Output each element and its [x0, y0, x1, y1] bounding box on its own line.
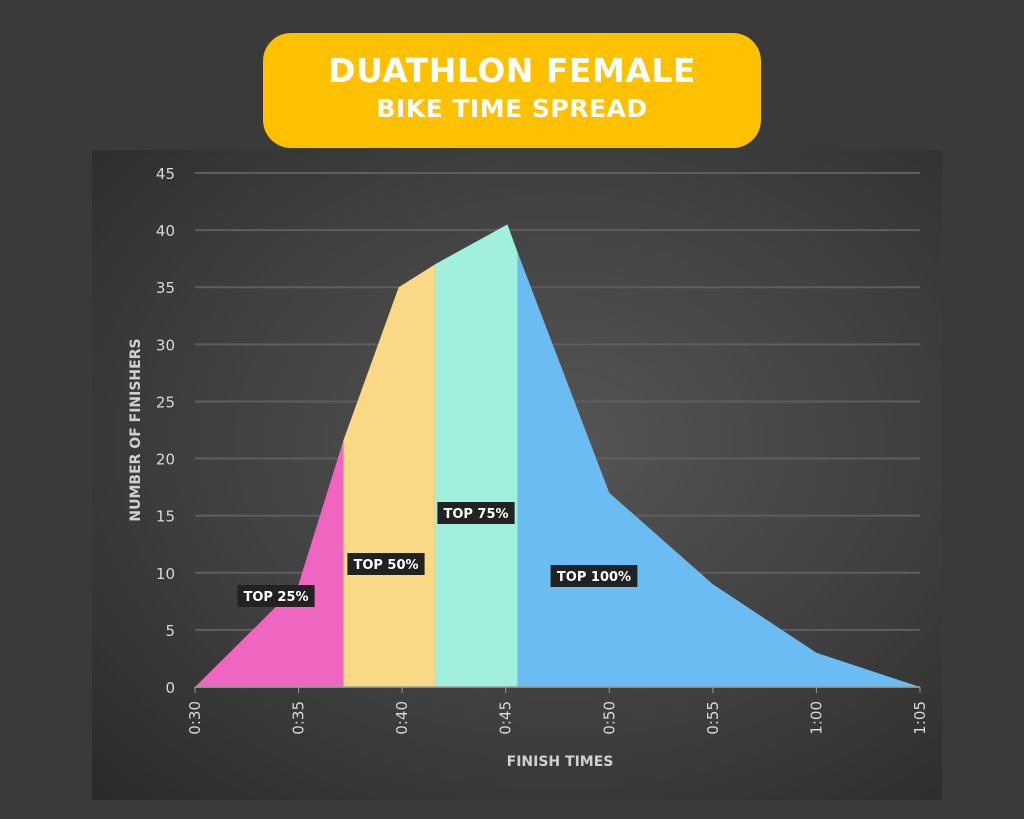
segment-label: TOP 100% [557, 570, 631, 585]
x-tick-label: 0:30 [186, 701, 204, 735]
area-segment [343, 264, 435, 687]
x-tick-label: 1:00 [807, 701, 825, 735]
segment-label-bg [550, 565, 638, 587]
area-segment [517, 252, 920, 687]
x-tick-label: 1:05 [911, 701, 929, 735]
segment-label-bg [437, 502, 515, 524]
chart-subtitle: BIKE TIME SPREAD [376, 94, 648, 123]
y-tick-label: 35 [156, 279, 175, 297]
x-tick-label: 0:35 [290, 701, 308, 735]
x-tick-label: 0:40 [393, 701, 411, 735]
x-tick-label: 0:55 [704, 701, 722, 735]
y-axis-title: NUMBER OF FINISHERS [128, 338, 144, 521]
y-tick-label: 20 [156, 451, 175, 469]
y-tick-label: 0 [165, 679, 175, 697]
y-tick-label: 15 [156, 508, 175, 526]
chart-title: DUATHLON FEMALE [328, 51, 696, 90]
y-tick-label: 40 [156, 222, 175, 240]
y-tick-label: 10 [156, 565, 175, 583]
segment-label: TOP 75% [443, 507, 508, 522]
segment-label-bg [347, 553, 425, 575]
title-banner: DUATHLON FEMALE BIKE TIME SPREAD [263, 33, 761, 148]
area-segment [195, 440, 344, 687]
segment-label: TOP 50% [353, 558, 418, 573]
segment-label-bg [237, 585, 315, 607]
y-tick-label: 45 [156, 165, 175, 183]
y-tick-label: 30 [156, 336, 175, 354]
x-axis-title: FINISH TIMES [507, 754, 614, 770]
segment-label: TOP 25% [243, 590, 308, 605]
x-tick-label: 0:45 [497, 701, 515, 735]
y-tick-label: 5 [165, 622, 175, 640]
y-tick-label: 25 [156, 393, 175, 411]
area-segment [434, 224, 518, 687]
x-tick-label: 0:50 [600, 701, 618, 735]
